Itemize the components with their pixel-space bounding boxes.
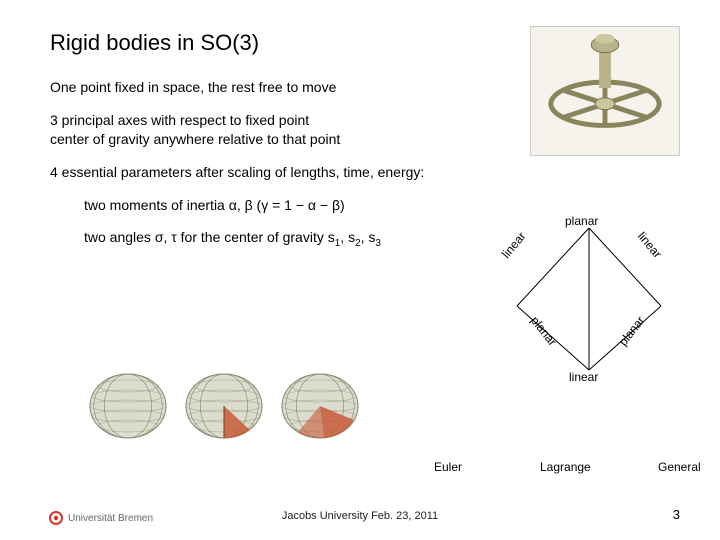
bremen-logo-icon bbox=[48, 510, 64, 526]
university-logo: Universität Bremen bbox=[48, 510, 153, 526]
ellipsoid-euler bbox=[80, 358, 176, 448]
logo-text: Universität Bremen bbox=[68, 513, 153, 524]
ellipsoid-labels: Euler Lagrange General bbox=[420, 460, 720, 474]
label-general: General bbox=[658, 460, 720, 474]
ellipsoid-lagrange bbox=[176, 358, 272, 448]
label-euler: Euler bbox=[420, 460, 540, 474]
ellipsoid-row bbox=[80, 358, 368, 448]
line-4: two moments of inertia α, β (γ = 1 − α −… bbox=[50, 196, 570, 215]
gyroscope-image bbox=[530, 26, 680, 156]
line-2: 3 principal axes with respect to fixed p… bbox=[50, 111, 480, 149]
line-5-pre: two angles σ, τ for the center of gravit… bbox=[84, 229, 335, 245]
tree-label-top: planar bbox=[565, 214, 598, 228]
label-lagrange: Lagrange bbox=[540, 460, 658, 474]
line-1: One point fixed in space, the rest free … bbox=[50, 78, 480, 97]
line-5: two angles σ, τ for the center of gravit… bbox=[50, 228, 570, 250]
line-5-m2: , s bbox=[361, 229, 376, 245]
tree-label-bottom: linear bbox=[569, 370, 598, 384]
line-2b: center of gravity anywhere relative to t… bbox=[50, 131, 340, 147]
ellipsoid-general bbox=[272, 358, 368, 448]
page-number: 3 bbox=[673, 507, 680, 522]
line-2a: 3 principal axes with respect to fixed p… bbox=[50, 112, 309, 128]
line-5-s3: 3 bbox=[375, 238, 381, 249]
line-3: 4 essential parameters after scaling of … bbox=[50, 163, 530, 182]
line-5-m1: , s bbox=[340, 229, 355, 245]
bifurcation-tree: planar linear linear planar planar linea… bbox=[507, 220, 672, 380]
